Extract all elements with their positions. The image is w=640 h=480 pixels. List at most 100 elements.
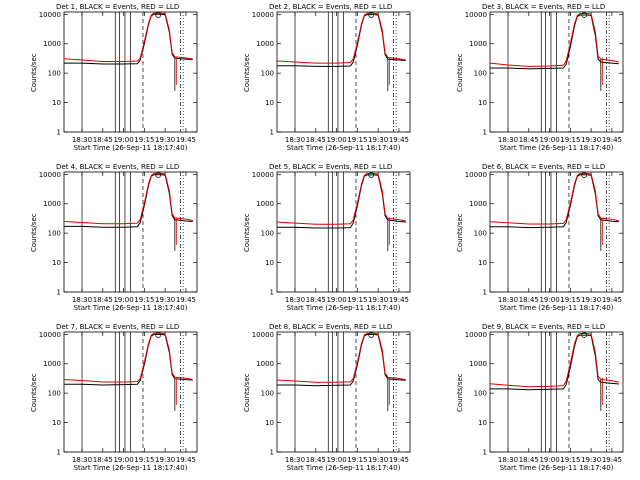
x-tick-label: 19:45 xyxy=(176,136,196,144)
x-tick-label: 19:00 xyxy=(113,136,133,144)
x-tick-label: 19:15 xyxy=(347,456,367,464)
x-tick-label: 19:15 xyxy=(560,136,580,144)
y-tick-label: 10 xyxy=(52,99,61,107)
x-tick-label: 19:00 xyxy=(113,456,133,464)
series-lld xyxy=(276,12,406,64)
x-tick-label: 19:30 xyxy=(368,136,388,144)
panel-det-1: Det 1, BLACK = Events, RED = LLD 1 10 100 10… xyxy=(30,3,198,152)
y-tick-label: 10 xyxy=(265,259,274,267)
y-axis-label: Counts/sec xyxy=(456,373,464,412)
panel-title: Det 6, BLACK = Events, RED = LLD xyxy=(482,163,605,171)
y-tick-label: 10000 xyxy=(465,171,487,179)
y-tick-label: 10000 xyxy=(252,11,274,19)
x-tick-label: 19:15 xyxy=(134,456,154,464)
panel-title: Det 4, BLACK = Events, RED = LLD xyxy=(56,163,179,171)
y-tick-label: 10 xyxy=(478,419,487,427)
x-tick-label: 19:30 xyxy=(155,296,175,304)
peak-marker xyxy=(368,332,375,338)
x-tick-label: 19:15 xyxy=(134,136,154,144)
x-tick-label: 19:45 xyxy=(176,456,196,464)
y-axis-label: Counts/sec xyxy=(30,213,38,252)
y-tick-label: 1 xyxy=(57,289,61,297)
panel-det-2: Det 2, BLACK = Events, RED = LLD 1 10 100 10… xyxy=(243,3,411,152)
series-lld xyxy=(489,13,619,67)
x-axis-label: Start Time (26-Sep-11 18:17:40) xyxy=(74,464,188,472)
panel-title: Det 2, BLACK = Events, RED = LLD xyxy=(269,3,392,11)
x-tick-label: 18:45 xyxy=(519,136,539,144)
x-tick-label: 18:45 xyxy=(93,296,113,304)
y-tick-label: 1000 xyxy=(469,200,487,208)
panel-title: Det 9, BLACK = Events, RED = LLD xyxy=(482,323,605,331)
x-axis-label: Start Time (26-Sep-11 18:17:40) xyxy=(74,304,188,312)
x-tick-label: 19:45 xyxy=(602,456,622,464)
y-axis-label: Counts/sec xyxy=(30,53,38,92)
panel-title: Det 3, BLACK = Events, RED = LLD xyxy=(482,3,605,11)
peak-marker xyxy=(581,172,588,178)
peak-marker xyxy=(581,332,588,338)
x-tick-label: 19:45 xyxy=(602,296,622,304)
y-axis-label: Counts/sec xyxy=(456,213,464,252)
x-tick-label: 19:30 xyxy=(581,456,601,464)
x-tick-label: 19:30 xyxy=(368,456,388,464)
peak-marker xyxy=(155,332,162,338)
x-tick-label: 19:15 xyxy=(347,136,367,144)
peak-marker xyxy=(155,12,162,18)
series-lld xyxy=(276,332,406,383)
x-axis-label: Start Time (26-Sep-11 18:17:40) xyxy=(287,464,401,472)
series-lld xyxy=(63,332,193,383)
y-tick-label: 10000 xyxy=(252,331,274,339)
y-tick-label: 10 xyxy=(265,419,274,427)
y-tick-label: 1000 xyxy=(469,40,487,48)
y-tick-label: 1000 xyxy=(256,360,274,368)
series-events xyxy=(490,174,619,229)
y-tick-label: 10 xyxy=(478,99,487,107)
y-axis-label: Counts/sec xyxy=(243,53,251,92)
x-axis-label: Start Time (26-Sep-11 18:17:40) xyxy=(287,144,401,152)
y-axis-label: Counts/sec xyxy=(243,373,251,412)
y-tick-label: 10000 xyxy=(465,11,487,19)
y-tick-label: 1000 xyxy=(43,200,61,208)
y-axis-label: Counts/sec xyxy=(243,213,251,252)
series-events xyxy=(490,14,619,70)
x-tick-label: 19:15 xyxy=(134,296,154,304)
x-tick-label: 19:30 xyxy=(581,136,601,144)
series-lld xyxy=(489,172,619,225)
series-events xyxy=(64,334,193,386)
x-tick-label: 18:30 xyxy=(285,136,305,144)
x-tick-label: 18:45 xyxy=(93,136,113,144)
y-axis-label: Counts/sec xyxy=(456,53,464,92)
y-tick-label: 100 xyxy=(474,390,487,398)
panel-title: Det 5, BLACK = Events, RED = LLD xyxy=(269,163,392,171)
x-tick-label: 19:15 xyxy=(347,296,367,304)
panel-title: Det 8, BLACK = Events, RED = LLD xyxy=(269,323,392,331)
x-tick-label: 18:30 xyxy=(498,296,518,304)
y-tick-label: 10000 xyxy=(39,171,61,179)
y-tick-label: 1000 xyxy=(43,360,61,368)
x-tick-label: 18:45 xyxy=(306,296,326,304)
series-events xyxy=(490,334,619,391)
x-tick-label: 19:00 xyxy=(539,136,559,144)
panel-det-8: Det 8, BLACK = Events, RED = LLD 1 10 100 10… xyxy=(243,323,411,472)
x-tick-label: 19:00 xyxy=(539,296,559,304)
panel-det-4: Det 4, BLACK = Events, RED = LLD 1 10 100 10… xyxy=(30,163,198,312)
x-tick-label: 19:30 xyxy=(155,136,175,144)
x-tick-label: 18:45 xyxy=(306,136,326,144)
x-tick-label: 19:00 xyxy=(326,456,346,464)
y-tick-label: 1000 xyxy=(43,40,61,48)
y-tick-label: 10 xyxy=(52,419,61,427)
x-tick-label: 18:30 xyxy=(285,456,305,464)
x-tick-label: 19:15 xyxy=(560,296,580,304)
panel-det-5: Det 5, BLACK = Events, RED = LLD 1 10 100 10… xyxy=(243,163,411,312)
x-axis-label: Start Time (26-Sep-11 18:17:40) xyxy=(500,304,614,312)
series-lld xyxy=(489,333,619,388)
x-tick-label: 19:15 xyxy=(560,456,580,464)
x-tick-label: 18:45 xyxy=(306,456,326,464)
x-axis-label: Start Time (26-Sep-11 18:17:40) xyxy=(500,144,614,152)
y-tick-label: 10 xyxy=(265,99,274,107)
y-tick-label: 10 xyxy=(478,259,487,267)
x-tick-label: 19:45 xyxy=(389,136,409,144)
series-lld xyxy=(63,12,193,62)
series-events xyxy=(277,174,406,229)
y-tick-label: 100 xyxy=(48,390,61,398)
x-tick-label: 18:45 xyxy=(519,296,539,304)
